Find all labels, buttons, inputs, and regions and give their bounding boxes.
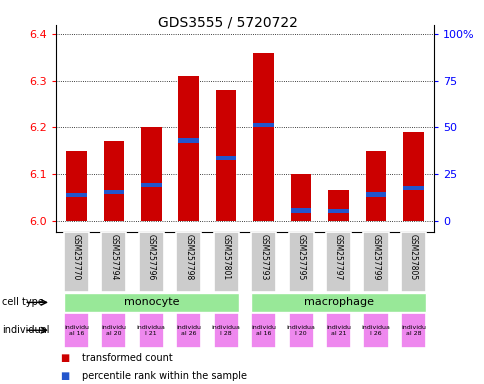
- Bar: [138, 232, 164, 292]
- Bar: [178, 76, 198, 221]
- Bar: [325, 232, 350, 292]
- Bar: [64, 232, 89, 292]
- Bar: [290, 174, 311, 221]
- Bar: [213, 313, 238, 348]
- Text: individu
al 16: individu al 16: [251, 325, 275, 336]
- Bar: [213, 232, 238, 292]
- Text: monocyte: monocyte: [123, 297, 179, 307]
- Bar: [215, 90, 236, 221]
- Bar: [402, 186, 423, 190]
- Bar: [66, 151, 87, 221]
- Bar: [400, 232, 425, 292]
- Bar: [253, 123, 273, 127]
- Bar: [141, 127, 161, 221]
- Text: individua
l 21: individua l 21: [136, 325, 166, 336]
- Bar: [138, 313, 164, 348]
- Text: individual: individual: [2, 325, 50, 335]
- Bar: [176, 313, 201, 348]
- Bar: [176, 232, 201, 292]
- Bar: [363, 313, 388, 348]
- Text: GSM257770: GSM257770: [72, 234, 81, 280]
- Text: individu
al 21: individu al 21: [325, 325, 350, 336]
- Bar: [251, 232, 275, 292]
- Bar: [178, 138, 198, 142]
- Bar: [328, 209, 348, 213]
- Text: individu
al 20: individu al 20: [101, 325, 126, 336]
- Bar: [101, 313, 126, 348]
- Text: GSM257799: GSM257799: [371, 234, 380, 280]
- Text: GDS3555 / 5720722: GDS3555 / 5720722: [158, 15, 297, 29]
- Text: percentile rank within the sample: percentile rank within the sample: [82, 371, 247, 381]
- Text: GSM257801: GSM257801: [221, 234, 230, 280]
- Text: ■: ■: [60, 353, 70, 363]
- Text: GSM257805: GSM257805: [408, 234, 417, 280]
- Text: GSM257797: GSM257797: [333, 234, 342, 280]
- Bar: [64, 293, 238, 312]
- Bar: [103, 141, 124, 221]
- Text: cell type: cell type: [2, 297, 44, 308]
- Bar: [251, 293, 425, 312]
- Text: individua
l 20: individua l 20: [286, 325, 315, 336]
- Text: individua
l 28: individua l 28: [212, 325, 240, 336]
- Bar: [64, 313, 89, 348]
- Text: GSM257795: GSM257795: [296, 234, 305, 280]
- Text: individu
al 28: individu al 28: [400, 325, 425, 336]
- Bar: [328, 190, 348, 221]
- Text: GSM257796: GSM257796: [147, 234, 155, 280]
- Bar: [400, 313, 425, 348]
- Text: GSM257798: GSM257798: [184, 234, 193, 280]
- Bar: [402, 132, 423, 221]
- Bar: [101, 232, 126, 292]
- Text: ■: ■: [60, 371, 70, 381]
- Bar: [365, 192, 386, 197]
- Bar: [290, 209, 311, 212]
- Text: individu
al 26: individu al 26: [176, 325, 201, 336]
- Text: individu
al 16: individu al 16: [64, 325, 89, 336]
- Bar: [215, 156, 236, 161]
- Bar: [103, 190, 124, 194]
- Bar: [141, 183, 161, 187]
- Bar: [325, 313, 350, 348]
- Text: GSM257794: GSM257794: [109, 234, 118, 280]
- Bar: [66, 193, 87, 197]
- Bar: [365, 151, 386, 221]
- Bar: [288, 232, 313, 292]
- Text: individua
l 26: individua l 26: [361, 325, 390, 336]
- Bar: [288, 313, 313, 348]
- Bar: [363, 232, 388, 292]
- Bar: [251, 313, 275, 348]
- Text: GSM257793: GSM257793: [258, 234, 268, 280]
- Text: transformed count: transformed count: [82, 353, 173, 363]
- Bar: [253, 53, 273, 221]
- Text: macrophage: macrophage: [303, 297, 373, 307]
